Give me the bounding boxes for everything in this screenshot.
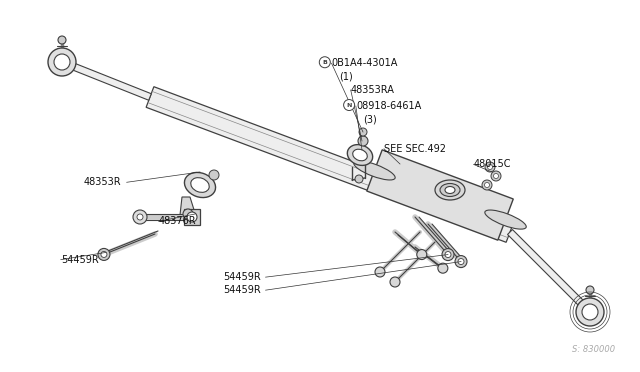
- Text: 0B1A4-4301A: 0B1A4-4301A: [332, 58, 398, 68]
- Text: 08918-6461A: 08918-6461A: [356, 101, 421, 111]
- Polygon shape: [180, 197, 195, 215]
- Circle shape: [183, 209, 193, 219]
- Circle shape: [319, 57, 330, 68]
- Circle shape: [344, 100, 355, 110]
- Polygon shape: [367, 150, 513, 240]
- Ellipse shape: [348, 145, 372, 166]
- Circle shape: [488, 164, 493, 170]
- Text: (1): (1): [339, 71, 353, 81]
- Polygon shape: [61, 59, 151, 100]
- Ellipse shape: [354, 161, 395, 180]
- Circle shape: [187, 212, 197, 222]
- Ellipse shape: [353, 149, 367, 161]
- Circle shape: [438, 263, 448, 273]
- Text: B: B: [323, 60, 327, 65]
- Text: 48353R: 48353R: [83, 177, 121, 187]
- Ellipse shape: [191, 178, 209, 192]
- Ellipse shape: [184, 173, 216, 198]
- Text: 54459R: 54459R: [223, 285, 260, 295]
- Circle shape: [455, 256, 467, 267]
- Ellipse shape: [435, 180, 465, 200]
- Text: 48353RA: 48353RA: [351, 85, 395, 95]
- Circle shape: [485, 162, 495, 172]
- Text: 54459R: 54459R: [223, 272, 260, 282]
- Text: N: N: [346, 103, 352, 108]
- Circle shape: [58, 36, 66, 44]
- Circle shape: [484, 183, 490, 187]
- Circle shape: [48, 48, 76, 76]
- Text: S: 830000: S: 830000: [572, 345, 615, 354]
- Circle shape: [442, 248, 454, 260]
- Circle shape: [576, 298, 604, 326]
- Circle shape: [375, 267, 385, 277]
- Polygon shape: [146, 87, 514, 242]
- Circle shape: [101, 251, 107, 257]
- Ellipse shape: [440, 183, 460, 196]
- Circle shape: [358, 136, 368, 146]
- Circle shape: [54, 54, 70, 70]
- Text: 54459R: 54459R: [61, 255, 99, 264]
- Circle shape: [98, 248, 110, 260]
- Circle shape: [355, 175, 363, 183]
- Circle shape: [390, 277, 400, 287]
- Circle shape: [482, 180, 492, 190]
- Text: (3): (3): [364, 114, 377, 124]
- Circle shape: [359, 128, 367, 136]
- Ellipse shape: [485, 210, 526, 229]
- Circle shape: [133, 210, 147, 224]
- Circle shape: [417, 250, 427, 260]
- Circle shape: [586, 286, 594, 294]
- Circle shape: [582, 304, 598, 320]
- Polygon shape: [184, 209, 200, 225]
- Text: 48376R: 48376R: [159, 217, 196, 226]
- Circle shape: [458, 259, 464, 264]
- Ellipse shape: [445, 186, 455, 193]
- Circle shape: [491, 171, 501, 181]
- Circle shape: [209, 170, 219, 180]
- Polygon shape: [508, 230, 593, 314]
- Circle shape: [493, 173, 499, 179]
- Circle shape: [137, 214, 143, 220]
- Text: SEE SEC.492: SEE SEC.492: [384, 144, 446, 154]
- Circle shape: [445, 251, 451, 257]
- Text: 48015C: 48015C: [474, 160, 511, 169]
